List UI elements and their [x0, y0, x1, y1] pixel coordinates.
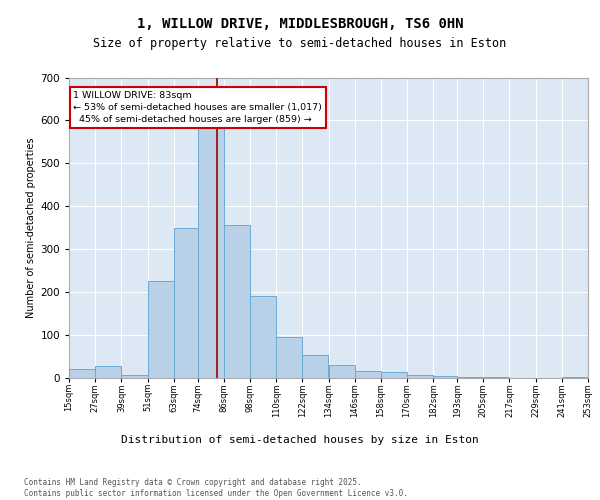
- Bar: [69, 369, 95, 378]
- Bar: [407, 376, 433, 378]
- Bar: [433, 376, 457, 378]
- Bar: [381, 372, 407, 378]
- Bar: [121, 376, 148, 378]
- Bar: [457, 376, 484, 378]
- Bar: [173, 228, 197, 378]
- Bar: [355, 371, 381, 378]
- Bar: [302, 355, 329, 378]
- Y-axis label: Number of semi-detached properties: Number of semi-detached properties: [26, 137, 36, 318]
- Text: Distribution of semi-detached houses by size in Eston: Distribution of semi-detached houses by …: [121, 435, 479, 445]
- Text: Size of property relative to semi-detached houses in Eston: Size of property relative to semi-detach…: [94, 38, 506, 51]
- Text: 1 WILLOW DRIVE: 83sqm
← 53% of semi-detached houses are smaller (1,017)
  45% of: 1 WILLOW DRIVE: 83sqm ← 53% of semi-deta…: [73, 91, 322, 124]
- Bar: [224, 226, 250, 378]
- Bar: [95, 366, 121, 378]
- Text: Contains HM Land Registry data © Crown copyright and database right 2025.
Contai: Contains HM Land Registry data © Crown c…: [24, 478, 408, 498]
- Bar: [276, 337, 302, 378]
- Bar: [329, 364, 355, 378]
- Text: 1, WILLOW DRIVE, MIDDLESBROUGH, TS6 0HN: 1, WILLOW DRIVE, MIDDLESBROUGH, TS6 0HN: [137, 18, 463, 32]
- Bar: [148, 281, 173, 378]
- Bar: [250, 296, 276, 378]
- Bar: [197, 114, 224, 378]
